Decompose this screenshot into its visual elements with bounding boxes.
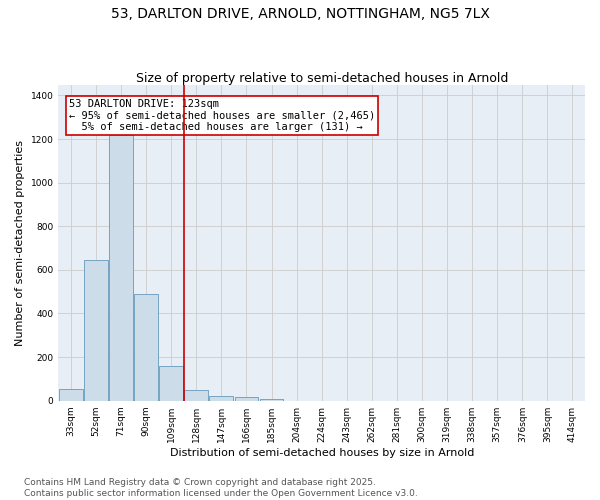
Text: 53 DARLTON DRIVE: 123sqm
← 95% of semi-detached houses are smaller (2,465)
  5% : 53 DARLTON DRIVE: 123sqm ← 95% of semi-d… (69, 98, 375, 132)
Text: 53, DARLTON DRIVE, ARNOLD, NOTTINGHAM, NG5 7LX: 53, DARLTON DRIVE, ARNOLD, NOTTINGHAM, N… (110, 8, 490, 22)
Bar (109, 134, 133, 400)
Bar (134, 294, 158, 401)
Bar (84, 260, 108, 400)
Y-axis label: Number of semi-detached properties: Number of semi-detached properties (15, 140, 25, 346)
Bar (209, 396, 233, 400)
Bar (235, 398, 259, 400)
Title: Size of property relative to semi-detached houses in Arnold: Size of property relative to semi-detach… (136, 72, 508, 85)
Bar (184, 390, 208, 400)
X-axis label: Distribution of semi-detached houses by size in Arnold: Distribution of semi-detached houses by … (170, 448, 474, 458)
Text: Contains HM Land Registry data © Crown copyright and database right 2025.
Contai: Contains HM Land Registry data © Crown c… (24, 478, 418, 498)
Bar (160, 366, 183, 400)
Bar (260, 398, 283, 400)
Bar (59, 388, 83, 400)
